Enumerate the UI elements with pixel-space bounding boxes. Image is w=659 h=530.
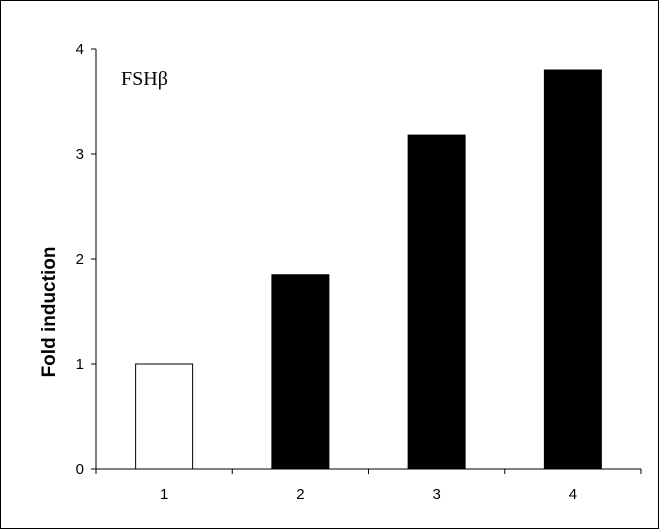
x-tick-label: 1 — [160, 486, 168, 503]
chart-annotation: FSHβ — [121, 68, 168, 90]
bar-4 — [543, 69, 602, 470]
x-tick-label: 4 — [569, 486, 577, 503]
chart-bars — [135, 69, 602, 470]
x-tick-labels: 1 2 3 4 — [160, 486, 577, 503]
bar-2 — [271, 274, 330, 470]
y-tick-label: 3 — [76, 146, 84, 163]
y-tick-label: 4 — [76, 41, 84, 58]
y-tick-label: 0 — [76, 461, 84, 478]
y-tick-labels: 0 1 2 3 4 — [76, 41, 84, 478]
y-tick-label: 1 — [76, 356, 84, 373]
y-tick-label: 2 — [76, 251, 84, 268]
x-tick-label: 2 — [296, 486, 304, 503]
x-tick-label: 3 — [432, 486, 440, 503]
bar-1 — [135, 363, 194, 470]
bar-3 — [407, 134, 466, 470]
y-axis-label: Fold induction — [39, 247, 60, 378]
